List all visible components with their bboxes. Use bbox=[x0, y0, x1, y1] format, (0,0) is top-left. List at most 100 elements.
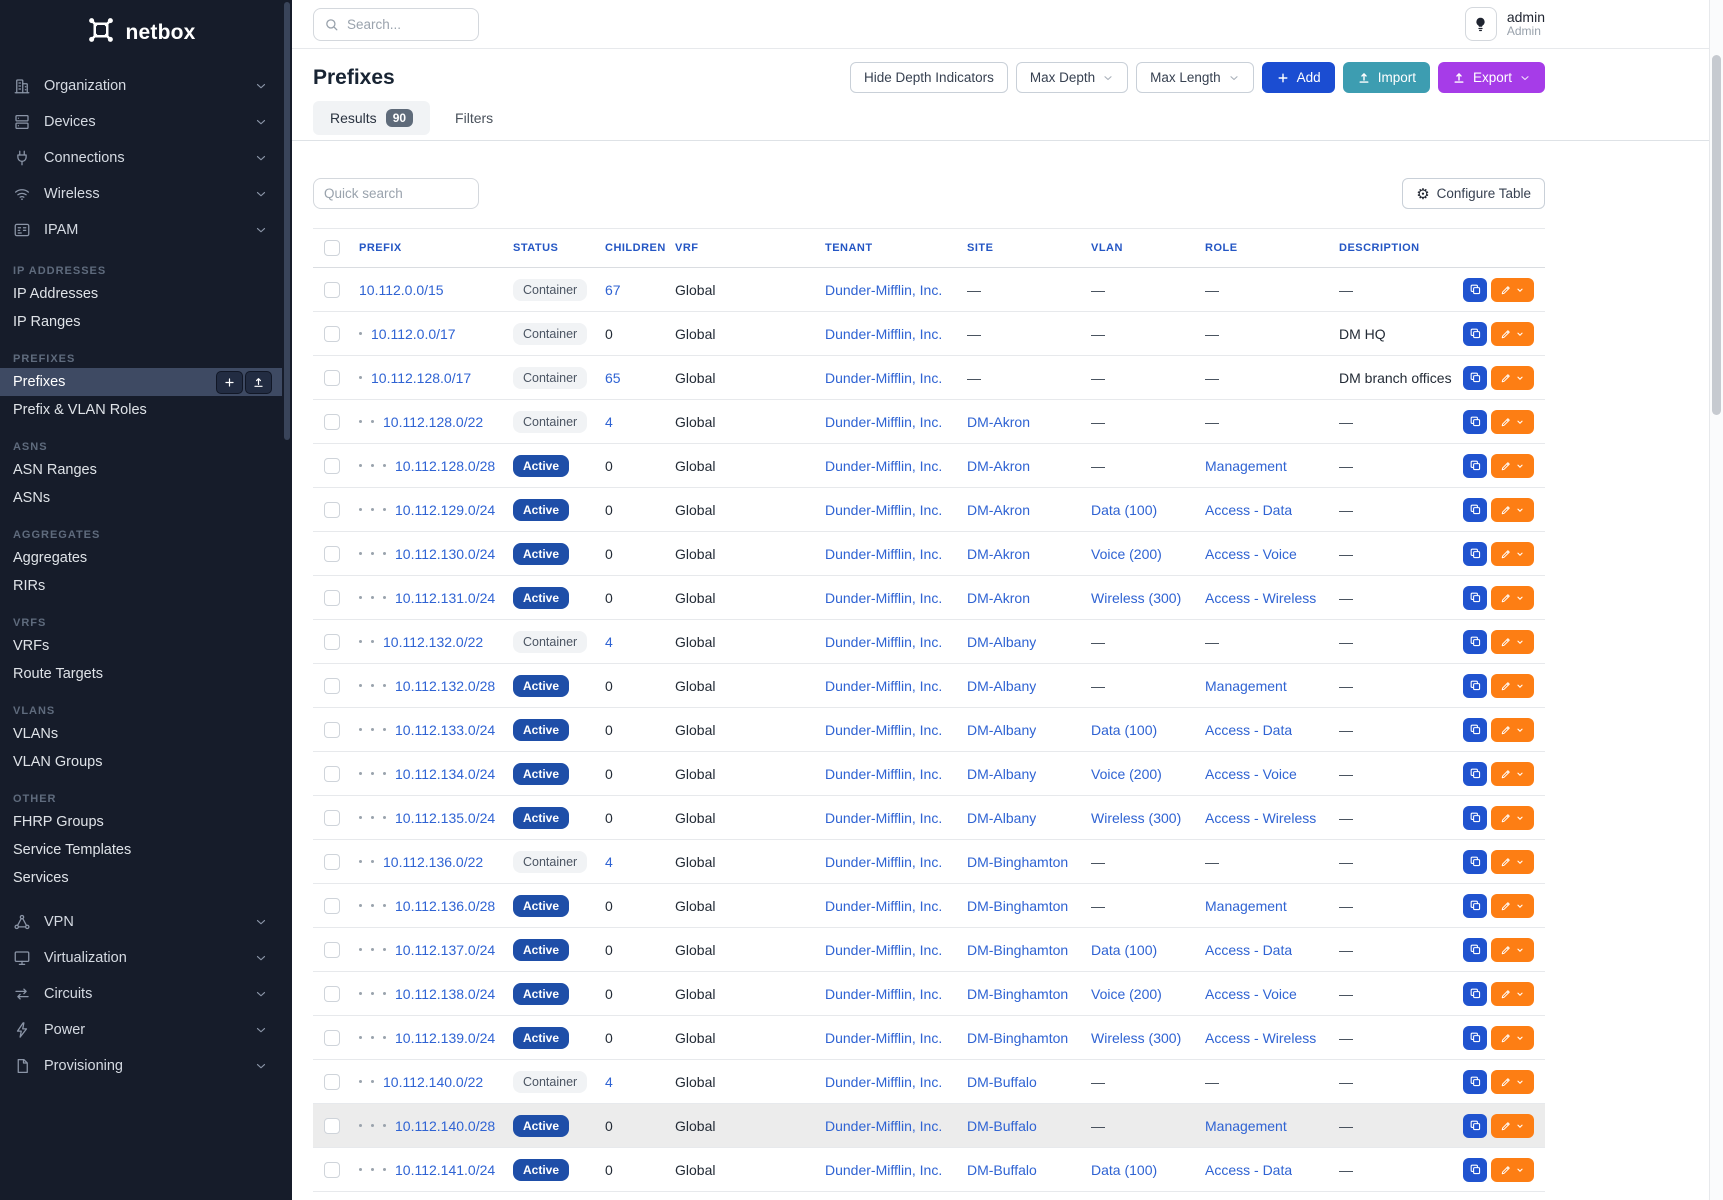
edit-button[interactable] bbox=[1491, 761, 1534, 786]
tenant-link[interactable]: Dunder-Mifflin, Inc. bbox=[825, 325, 943, 342]
tenant-link[interactable]: Dunder-Mifflin, Inc. bbox=[825, 457, 943, 474]
export-button[interactable]: Export bbox=[1437, 62, 1545, 93]
site-link[interactable]: DM-Akron bbox=[967, 457, 1031, 474]
global-search[interactable] bbox=[313, 7, 479, 41]
copy-button[interactable] bbox=[1463, 585, 1488, 610]
tenant-link[interactable]: Dunder-Mifflin, Inc. bbox=[825, 1029, 943, 1046]
sidebar-item-wireless[interactable]: Wireless bbox=[0, 176, 282, 212]
page-scrollbar[interactable] bbox=[1709, 0, 1723, 1200]
site-link[interactable]: DM-Albany bbox=[967, 765, 1037, 782]
children-count-link[interactable]: 65 bbox=[605, 369, 621, 386]
column-header-children[interactable]: CHILDREN bbox=[605, 242, 666, 254]
user-menu[interactable]: admin Admin bbox=[1507, 9, 1545, 39]
tenant-link[interactable]: Dunder-Mifflin, Inc. bbox=[825, 809, 943, 826]
site-link[interactable]: DM-Buffalo bbox=[967, 1117, 1037, 1134]
prefix-link[interactable]: 10.112.139.0/24 bbox=[395, 1029, 496, 1046]
max-depth-button[interactable]: Max Depth bbox=[1015, 62, 1129, 93]
column-header-vlan[interactable]: VLAN bbox=[1091, 242, 1123, 254]
prefix-link[interactable]: 10.112.133.0/24 bbox=[395, 721, 496, 738]
sidebar-item-vlan-groups[interactable]: VLAN Groups bbox=[0, 748, 282, 776]
prefix-link[interactable]: 10.112.140.0/28 bbox=[395, 1117, 496, 1134]
site-link[interactable]: DM-Binghamton bbox=[967, 941, 1069, 958]
edit-button[interactable] bbox=[1491, 321, 1534, 346]
edit-button[interactable] bbox=[1491, 673, 1534, 698]
column-header-role[interactable]: ROLE bbox=[1205, 242, 1238, 254]
copy-button[interactable] bbox=[1463, 981, 1488, 1006]
site-link[interactable]: DM-Akron bbox=[967, 589, 1031, 606]
row-checkbox[interactable] bbox=[324, 853, 340, 870]
prefix-link[interactable]: 10.112.135.0/24 bbox=[395, 809, 496, 826]
site-link[interactable]: DM-Akron bbox=[967, 413, 1031, 430]
site-link[interactable]: DM-Buffalo bbox=[967, 1161, 1037, 1178]
prefix-link[interactable]: 10.112.0.0/17 bbox=[371, 325, 456, 342]
site-link[interactable]: DM-Binghamton bbox=[967, 897, 1069, 914]
max-length-button[interactable]: Max Length bbox=[1136, 62, 1254, 93]
tenant-link[interactable]: Dunder-Mifflin, Inc. bbox=[825, 941, 943, 958]
vlan-link[interactable]: Data (100) bbox=[1091, 1161, 1158, 1178]
children-count-link[interactable]: 4 bbox=[605, 1073, 613, 1090]
sidebar-item-prefixes[interactable]: Prefixes bbox=[0, 368, 282, 396]
row-checkbox[interactable] bbox=[324, 1073, 340, 1090]
edit-button[interactable] bbox=[1491, 1069, 1534, 1094]
role-link[interactable]: Access - Wireless bbox=[1205, 1029, 1317, 1046]
row-checkbox[interactable] bbox=[324, 1029, 340, 1046]
copy-button[interactable] bbox=[1463, 277, 1488, 302]
role-link[interactable]: Access - Voice bbox=[1205, 545, 1297, 562]
copy-button[interactable] bbox=[1463, 1157, 1488, 1182]
row-checkbox[interactable] bbox=[324, 809, 340, 826]
copy-button[interactable] bbox=[1463, 937, 1488, 962]
site-link[interactable]: DM-Binghamton bbox=[967, 853, 1069, 870]
vlan-link[interactable]: Data (100) bbox=[1091, 721, 1158, 738]
site-link[interactable]: DM-Albany bbox=[967, 721, 1037, 738]
quick-search-input[interactable] bbox=[313, 178, 479, 209]
sidebar-item-service-templates[interactable]: Service Templates bbox=[0, 836, 282, 864]
vlan-link[interactable]: Voice (200) bbox=[1091, 985, 1162, 1002]
copy-button[interactable] bbox=[1463, 541, 1488, 566]
tenant-link[interactable]: Dunder-Mifflin, Inc. bbox=[825, 677, 943, 694]
prefix-link[interactable]: 10.112.128.0/17 bbox=[371, 369, 472, 386]
tenant-link[interactable]: Dunder-Mifflin, Inc. bbox=[825, 1073, 943, 1090]
sidebar-item-circuits[interactable]: Circuits bbox=[0, 976, 282, 1012]
role-link[interactable]: Management bbox=[1205, 677, 1287, 694]
upload-button[interactable] bbox=[245, 370, 272, 394]
tenant-link[interactable]: Dunder-Mifflin, Inc. bbox=[825, 589, 943, 606]
role-link[interactable]: Management bbox=[1205, 1117, 1287, 1134]
edit-button[interactable] bbox=[1491, 453, 1534, 478]
row-checkbox[interactable] bbox=[324, 721, 340, 738]
children-count-link[interactable]: 67 bbox=[605, 281, 621, 298]
copy-button[interactable] bbox=[1463, 849, 1488, 874]
edit-button[interactable] bbox=[1491, 937, 1534, 962]
prefix-link[interactable]: 10.112.136.0/22 bbox=[383, 853, 484, 870]
tenant-link[interactable]: Dunder-Mifflin, Inc. bbox=[825, 545, 943, 562]
row-checkbox[interactable] bbox=[324, 281, 340, 298]
tenant-link[interactable]: Dunder-Mifflin, Inc. bbox=[825, 281, 943, 298]
row-checkbox[interactable] bbox=[324, 897, 340, 914]
vlan-link[interactable]: Voice (200) bbox=[1091, 545, 1162, 562]
copy-button[interactable] bbox=[1463, 321, 1488, 346]
row-checkbox[interactable] bbox=[324, 677, 340, 694]
row-checkbox[interactable] bbox=[324, 941, 340, 958]
row-checkbox[interactable] bbox=[324, 1161, 340, 1178]
tenant-link[interactable]: Dunder-Mifflin, Inc. bbox=[825, 985, 943, 1002]
sidebar-item-asn-ranges[interactable]: ASN Ranges bbox=[0, 456, 282, 484]
tenant-link[interactable]: Dunder-Mifflin, Inc. bbox=[825, 369, 943, 386]
global-search-input[interactable] bbox=[347, 16, 457, 32]
copy-button[interactable] bbox=[1463, 893, 1488, 918]
copy-button[interactable] bbox=[1463, 629, 1488, 654]
tenant-link[interactable]: Dunder-Mifflin, Inc. bbox=[825, 897, 943, 914]
prefix-link[interactable]: 10.112.0.0/15 bbox=[359, 281, 444, 298]
copy-button[interactable] bbox=[1463, 717, 1488, 742]
tenant-link[interactable]: Dunder-Mifflin, Inc. bbox=[825, 1161, 943, 1178]
theme-toggle-button[interactable] bbox=[1464, 7, 1497, 41]
role-link[interactable]: Access - Data bbox=[1205, 501, 1293, 518]
prefix-link[interactable]: 10.112.128.0/22 bbox=[383, 413, 484, 430]
tab-results[interactable]: Results 90 bbox=[313, 101, 431, 135]
edit-button[interactable] bbox=[1491, 1025, 1534, 1050]
row-checkbox[interactable] bbox=[324, 1117, 340, 1134]
row-checkbox[interactable] bbox=[324, 501, 340, 518]
prefix-link[interactable]: 10.112.136.0/28 bbox=[395, 897, 496, 914]
copy-button[interactable] bbox=[1463, 761, 1488, 786]
edit-button[interactable] bbox=[1491, 1113, 1534, 1138]
row-checkbox[interactable] bbox=[324, 325, 340, 342]
sidebar-item-asns[interactable]: ASNs bbox=[0, 484, 282, 512]
